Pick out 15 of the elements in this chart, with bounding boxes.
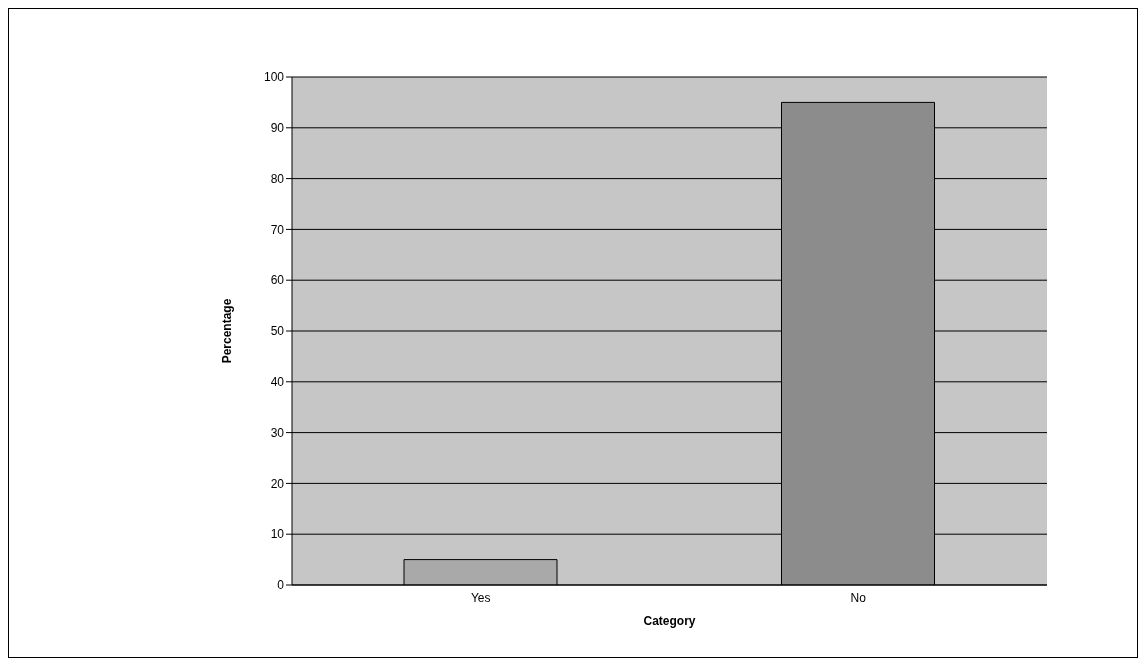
y-tick-label: 60 (270, 273, 285, 288)
y-tick-label: 0 (277, 578, 285, 593)
y-tick-label: 40 (270, 375, 285, 390)
x-tick-label: No (850, 590, 867, 605)
y-tick-label: 100 (263, 70, 285, 85)
y-tick-label: 20 (270, 476, 285, 491)
y-tick-label: 80 (270, 171, 285, 186)
y-tick-label: 10 (270, 527, 285, 542)
y-tick-label: 30 (270, 425, 285, 440)
x-axis-title: Category (643, 614, 696, 628)
y-tick-label: 70 (270, 222, 285, 237)
x-tick-label: Yes (470, 590, 491, 605)
y-tick-label: 90 (270, 121, 285, 136)
y-axis-title: Percentage (220, 298, 235, 364)
y-tick-label: 50 (270, 324, 285, 339)
